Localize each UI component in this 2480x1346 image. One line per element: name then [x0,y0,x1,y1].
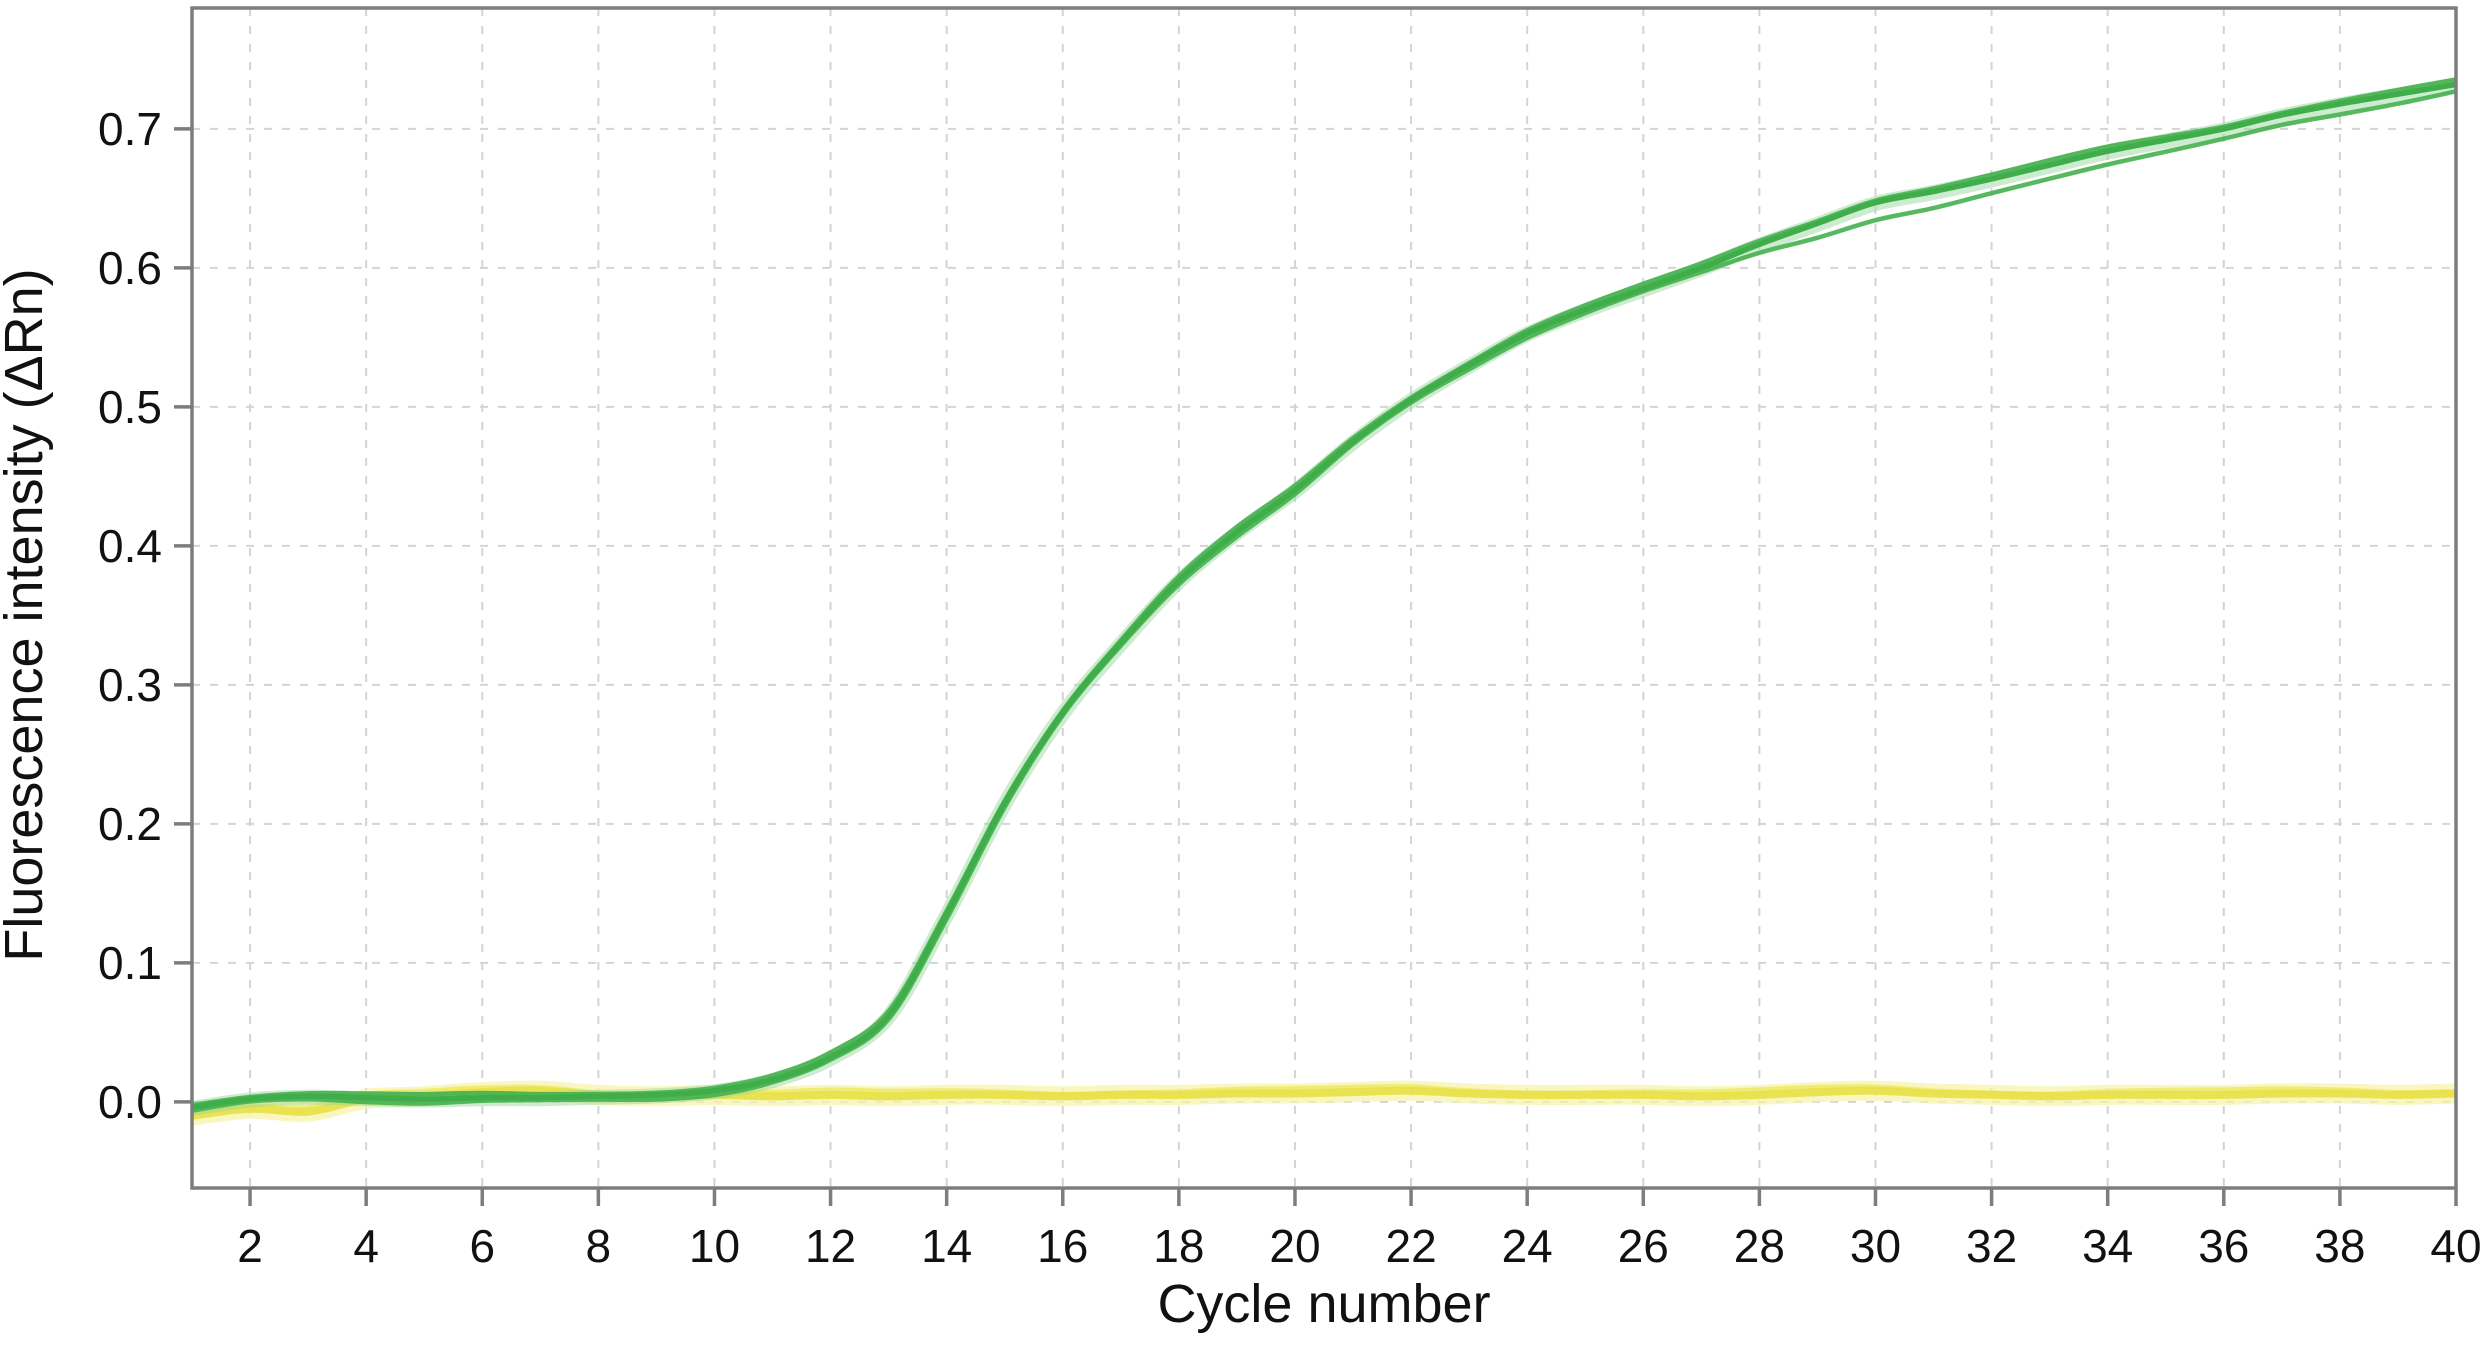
x-tick-label: 2 [237,1220,263,1272]
series-green-halo [192,77,2456,1116]
x-tick-label: 36 [2198,1220,2249,1272]
x-tick-label: 10 [689,1220,740,1272]
x-tick-label: 34 [2082,1220,2133,1272]
x-tick-label: 32 [1966,1220,2017,1272]
y-tick-label: 0.6 [98,242,162,294]
y-axis-title: Fluorescence intensity (ΔRn) [0,268,54,961]
y-tick-label: 0.5 [98,381,162,433]
x-tick-label: 6 [469,1220,495,1272]
x-tick-label: 38 [2314,1220,2365,1272]
grid-layer [192,8,2457,1188]
x-tick-label: 28 [1734,1220,1785,1272]
x-tick-label: 14 [921,1220,972,1272]
series-green-core [192,81,2456,1111]
x-tick-label: 26 [1618,1220,1669,1272]
x-tick-label: 20 [1269,1220,1320,1272]
x-axis-title: Cycle number [1157,1274,1490,1334]
axis-layer [174,6,2458,1206]
x-tick-label: 24 [1502,1220,1553,1272]
tick-label-layer: 2 4 6 8 10 12 14 16 18 20 22 24 26 28 30 32 34 36 38 400.00… [98,103,2480,1272]
x-tick-label: 30 [1850,1220,1901,1272]
x-tick-label: 22 [1385,1220,1436,1272]
x-tick-label: 8 [586,1220,612,1272]
y-tick-label: 0.4 [98,520,162,572]
series-green-strand [192,77,2456,1108]
y-tick-label: 0.3 [98,659,162,711]
y-tick-label: 0.2 [98,798,162,850]
y-tick-label: 0.0 [98,1076,162,1128]
series-green-strand [192,89,2456,1113]
x-tick-label: 16 [1037,1220,1088,1272]
y-tick-label: 0.1 [98,937,162,989]
curve-layer [192,77,2456,1126]
x-tick-label: 12 [805,1220,856,1272]
x-tick-label: 18 [1153,1220,1204,1272]
x-tick-label: 40 [2430,1220,2480,1272]
y-tick-label: 0.7 [98,103,162,155]
plot-frame [190,6,2458,1190]
x-tick-label: 4 [353,1220,379,1272]
